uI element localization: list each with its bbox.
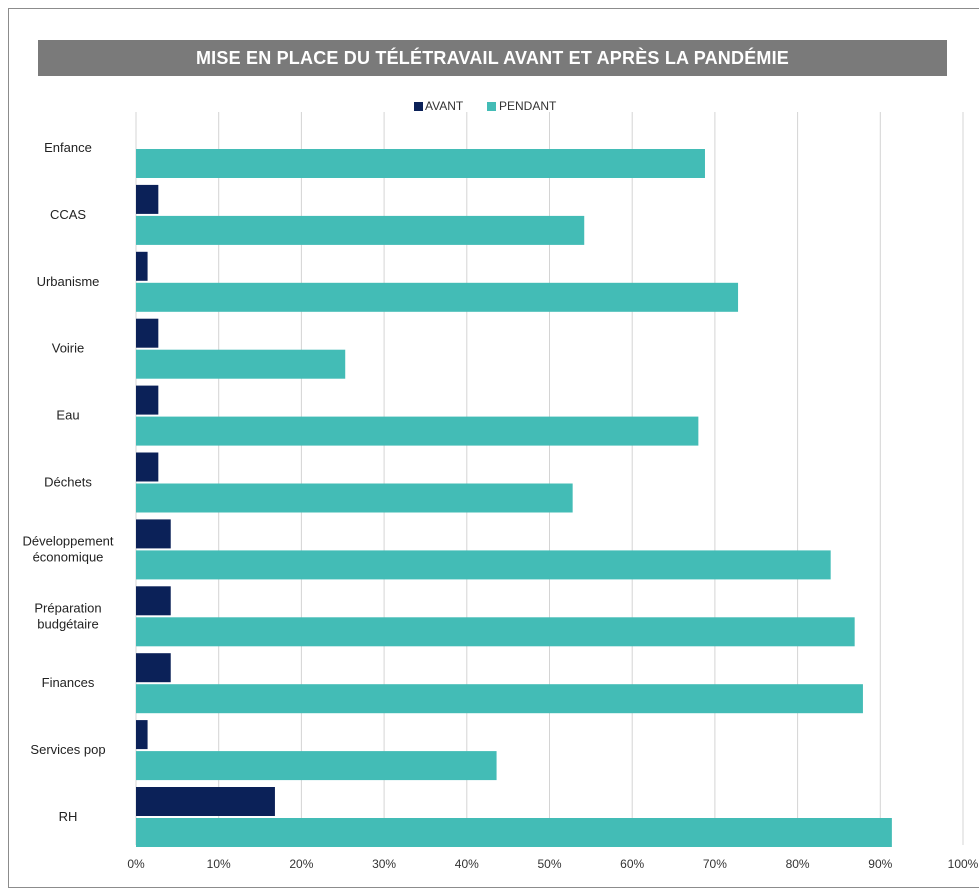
- x-tick-label: 10%: [207, 857, 231, 871]
- category-label: CCAS: [50, 207, 86, 222]
- bar-pendant: [136, 416, 699, 446]
- bar-pendant: [136, 550, 831, 580]
- category-label: Finances: [42, 675, 95, 690]
- bar-pendant: [136, 751, 497, 781]
- category-label: Développement: [22, 533, 113, 548]
- x-tick-label: 100%: [948, 857, 979, 871]
- legend-label-avant: AVANT: [425, 99, 464, 113]
- bar-pendant: [136, 684, 863, 714]
- category-label: Eau: [56, 408, 79, 423]
- bar-pendant: [136, 483, 573, 513]
- x-tick-label: 0%: [127, 857, 145, 871]
- bar-avant: [136, 452, 159, 482]
- bar-avant: [136, 653, 171, 683]
- category-label: Voirie: [52, 341, 85, 356]
- x-tick-label: 60%: [620, 857, 644, 871]
- x-tick-label: 40%: [455, 857, 479, 871]
- legend-label-pendant: PENDANT: [499, 99, 557, 113]
- chart-title: MISE EN PLACE DU TÉLÉTRAVAIL AVANT ET AP…: [38, 40, 947, 76]
- bar-avant: [136, 720, 148, 750]
- x-tick-label: 20%: [289, 857, 313, 871]
- bar-pendant: [136, 282, 739, 312]
- x-tick-label: 30%: [372, 857, 396, 871]
- category-label: Urbanisme: [37, 274, 100, 289]
- bar-avant: [136, 787, 275, 816]
- category-label: économique: [33, 549, 104, 564]
- legend-swatch-avant: [414, 102, 423, 111]
- category-label: Enfance: [44, 140, 92, 155]
- bar-pendant: [136, 215, 585, 245]
- bar-avant: [136, 586, 171, 616]
- category-label: RH: [59, 809, 78, 824]
- bar-avant: [136, 318, 159, 348]
- category-label: Déchets: [44, 475, 92, 490]
- category-label: Services pop: [30, 742, 105, 757]
- x-tick-label: 90%: [868, 857, 892, 871]
- bar-pendant: [136, 149, 705, 178]
- bar-pendant: [136, 818, 892, 847]
- x-tick-label: 50%: [537, 857, 561, 871]
- category-label: Préparation: [34, 600, 101, 615]
- bar-avant: [136, 519, 171, 549]
- bar-pendant: [136, 617, 855, 647]
- bar-avant: [136, 184, 159, 214]
- legend-swatch-pendant: [487, 102, 496, 111]
- x-tick-label: 70%: [703, 857, 727, 871]
- bar-avant: [136, 385, 159, 415]
- bar-avant: [136, 251, 148, 281]
- category-label: budgétaire: [37, 616, 98, 631]
- x-tick-label: 80%: [786, 857, 810, 871]
- bar-pendant: [136, 349, 346, 379]
